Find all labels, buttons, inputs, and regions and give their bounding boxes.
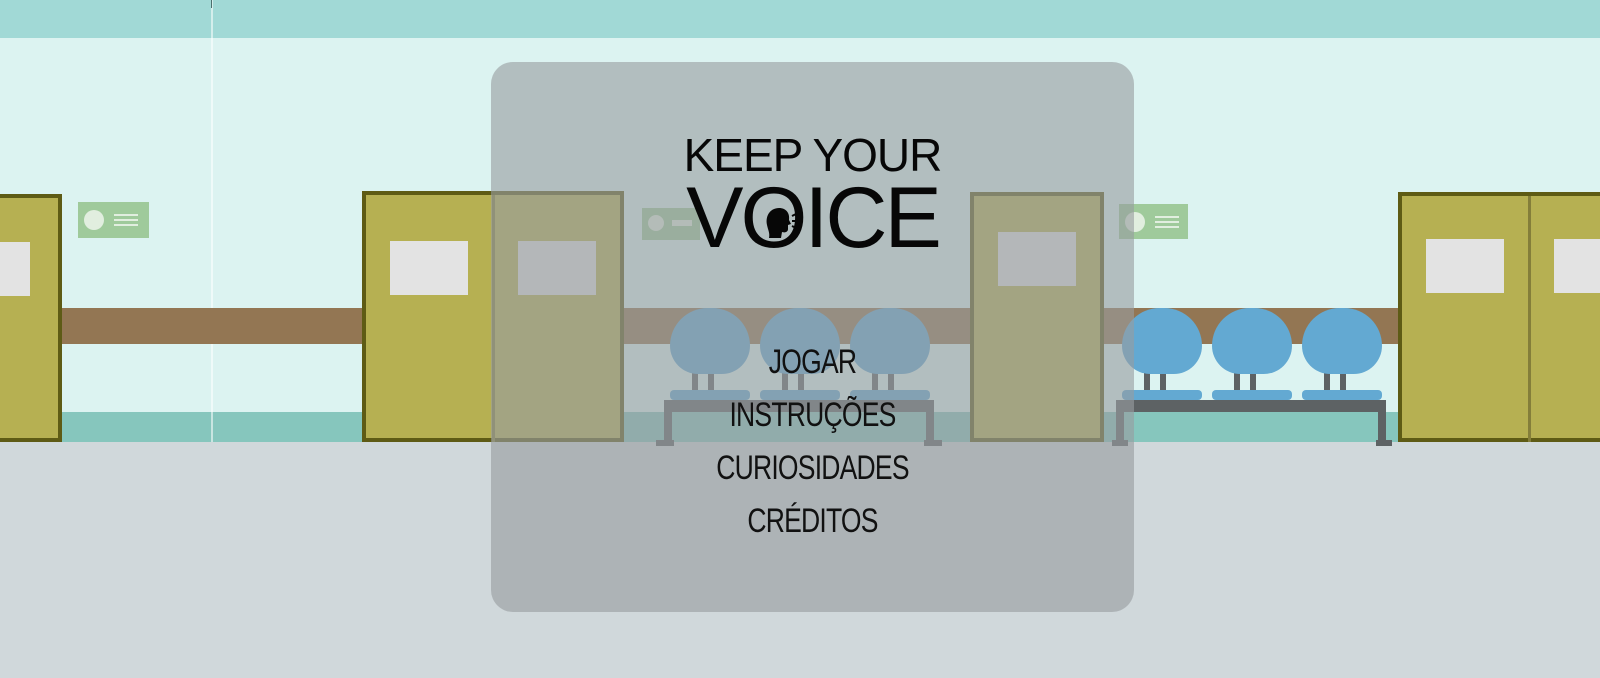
divider-line: [211, 0, 213, 442]
double-door-right: [1398, 192, 1600, 442]
sign-dot: [84, 210, 104, 230]
waiting-chairs-right: [1112, 308, 1392, 448]
divider-tick: [211, 0, 212, 8]
door-window: [0, 242, 30, 296]
wall-sign: [78, 202, 149, 238]
wall-rail: [58, 308, 364, 344]
game-logo: KEEP YOUR VO ICE: [491, 129, 1134, 261]
menu-credits-button[interactable]: CRÉDITOS: [747, 502, 878, 540]
door-window: [390, 241, 468, 295]
logo-o-with-icon: O: [741, 175, 808, 261]
menu-curiosities-button[interactable]: CURIOSIDADES: [716, 449, 909, 487]
door-left-edge: [0, 194, 62, 442]
door-window: [1426, 239, 1504, 293]
menu-play-button[interactable]: JOGAR: [768, 343, 857, 381]
main-menu-panel: KEEP YOUR VO ICE JOGAR INSTRUÇÕES CURIOS…: [491, 62, 1134, 612]
door-split: [1528, 196, 1531, 442]
menu-list: JOGAR INSTRUÇÕES CURIOSIDADES CRÉDITOS: [491, 336, 1134, 548]
ceiling-stripe: [0, 0, 1600, 38]
speaking-head-icon: [766, 208, 797, 238]
logo-letters-ice: ICE: [804, 170, 941, 266]
menu-instructions-button[interactable]: INSTRUÇÕES: [729, 396, 896, 434]
logo-line-2: VO ICE: [491, 175, 1134, 261]
logo-line-1: KEEP YOUR: [683, 129, 943, 181]
door-window: [1554, 239, 1600, 293]
logo-letter-v: V: [686, 170, 743, 266]
